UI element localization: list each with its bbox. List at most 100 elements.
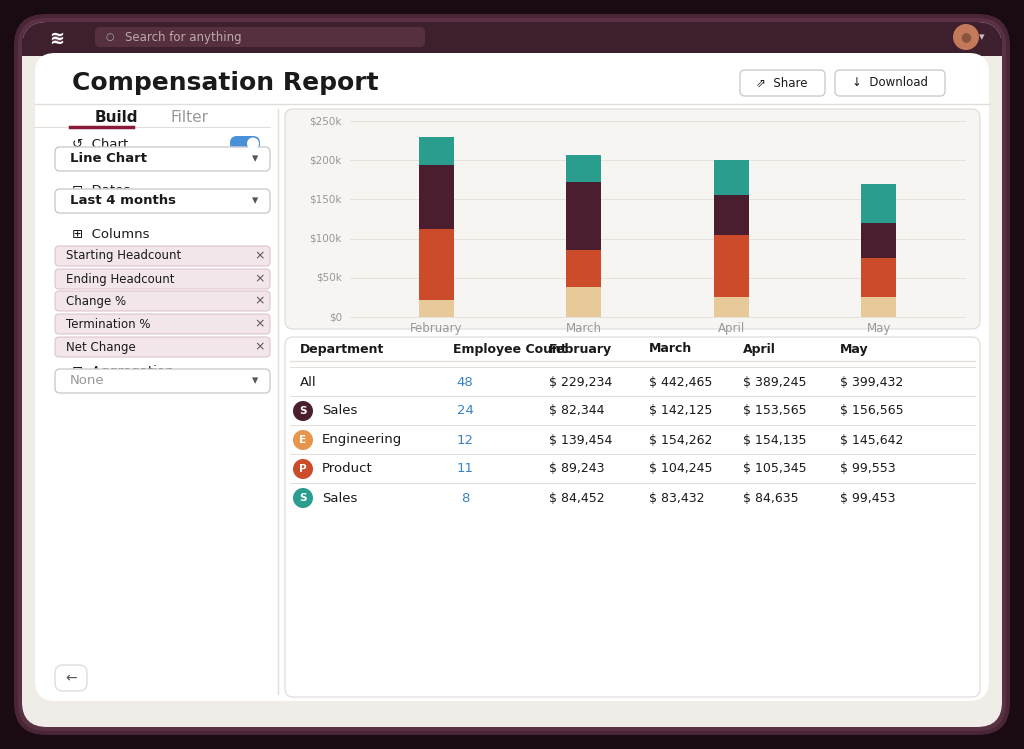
FancyBboxPatch shape [285, 109, 980, 329]
FancyBboxPatch shape [22, 22, 1002, 56]
Text: $ 84,635: $ 84,635 [743, 491, 799, 505]
Text: $ 83,432: $ 83,432 [649, 491, 705, 505]
Circle shape [293, 488, 313, 508]
Text: Engineering: Engineering [322, 434, 402, 446]
Text: $ 229,234: $ 229,234 [549, 375, 612, 389]
Text: Filter: Filter [170, 109, 208, 124]
Text: ⊟  Aggregation: ⊟ Aggregation [72, 365, 173, 377]
Text: $ 154,135: $ 154,135 [743, 434, 807, 446]
Text: $ 104,245: $ 104,245 [649, 462, 713, 476]
FancyBboxPatch shape [55, 665, 87, 691]
Circle shape [293, 430, 313, 450]
FancyBboxPatch shape [55, 246, 270, 266]
FancyBboxPatch shape [230, 136, 260, 151]
Text: $ 142,125: $ 142,125 [649, 404, 713, 417]
Text: ↺  Chart: ↺ Chart [72, 138, 128, 151]
Text: ⇗  Share: ⇗ Share [757, 76, 808, 89]
Bar [22, 39, 1002, 56]
FancyBboxPatch shape [55, 337, 270, 357]
Text: S: S [299, 406, 307, 416]
Text: ≋: ≋ [49, 30, 65, 48]
Circle shape [52, 34, 62, 44]
Text: $ 156,565: $ 156,565 [840, 404, 903, 417]
Text: ×: × [255, 249, 265, 262]
Text: ▾: ▾ [252, 153, 258, 166]
FancyBboxPatch shape [285, 337, 980, 697]
Text: $ 442,465: $ 442,465 [649, 375, 713, 389]
Bar [419, 229, 454, 300]
Text: March: March [565, 322, 602, 335]
Text: ⊟  Dates: ⊟ Dates [72, 184, 130, 198]
Text: Change %: Change % [66, 294, 126, 308]
Text: $50k: $50k [316, 273, 342, 283]
Text: ⊞  Columns: ⊞ Columns [72, 228, 150, 241]
Text: ▾: ▾ [252, 195, 258, 207]
Bar [419, 165, 454, 229]
Text: Last 4 months: Last 4 months [70, 195, 176, 207]
Text: May: May [840, 342, 868, 356]
FancyBboxPatch shape [55, 269, 270, 289]
Text: Starting Headcount: Starting Headcount [66, 249, 181, 262]
Text: May: May [866, 322, 891, 335]
Circle shape [293, 401, 313, 421]
Bar [566, 250, 601, 287]
Text: ↓  Download: ↓ Download [852, 76, 928, 89]
Bar [714, 160, 749, 195]
Text: ×: × [255, 318, 265, 330]
Text: Search for anything: Search for anything [125, 31, 242, 43]
Text: $ 145,642: $ 145,642 [840, 434, 903, 446]
Text: $200k: $200k [309, 155, 342, 166]
Text: $ 99,553: $ 99,553 [840, 462, 896, 476]
Text: $ 154,262: $ 154,262 [649, 434, 713, 446]
Text: Department: Department [300, 342, 384, 356]
Bar [419, 300, 454, 317]
Text: ×: × [255, 273, 265, 285]
Text: $ 89,243: $ 89,243 [549, 462, 604, 476]
Circle shape [293, 459, 313, 479]
Text: S: S [299, 493, 307, 503]
FancyBboxPatch shape [55, 369, 270, 393]
Bar [419, 138, 454, 165]
Text: 24: 24 [457, 404, 473, 417]
Text: ●: ● [961, 31, 972, 43]
Text: March: March [649, 342, 692, 356]
FancyBboxPatch shape [18, 18, 1006, 731]
Text: ×: × [255, 294, 265, 308]
Text: April: April [743, 342, 776, 356]
Text: Compensation Report: Compensation Report [72, 71, 379, 95]
Text: $ 399,432: $ 399,432 [840, 375, 903, 389]
Text: ×: × [255, 341, 265, 354]
Text: Ending Headcount: Ending Headcount [66, 273, 174, 285]
Text: ▾: ▾ [979, 32, 985, 42]
Text: Employee Count: Employee Count [453, 342, 566, 356]
Bar [566, 155, 601, 182]
Text: April: April [718, 322, 744, 335]
Text: ▾: ▾ [252, 374, 258, 387]
FancyBboxPatch shape [55, 189, 270, 213]
Text: February: February [410, 322, 463, 335]
Text: 12: 12 [457, 434, 473, 446]
Text: $ 82,344: $ 82,344 [549, 404, 604, 417]
Text: $ 105,345: $ 105,345 [743, 462, 807, 476]
Text: $ 84,452: $ 84,452 [549, 491, 604, 505]
Bar [861, 184, 896, 223]
Text: Termination %: Termination % [66, 318, 151, 330]
Text: 8: 8 [461, 491, 469, 505]
Circle shape [247, 138, 259, 150]
Text: $250k: $250k [309, 116, 342, 126]
Text: ○: ○ [105, 32, 115, 42]
Text: Sales: Sales [322, 404, 357, 417]
Text: $ 153,565: $ 153,565 [743, 404, 807, 417]
Text: February: February [549, 342, 612, 356]
Text: Line Chart: Line Chart [70, 153, 147, 166]
Bar [566, 287, 601, 317]
FancyBboxPatch shape [55, 147, 270, 171]
Text: Build: Build [95, 109, 138, 124]
FancyBboxPatch shape [22, 22, 1002, 727]
Text: E: E [299, 435, 306, 445]
Bar [566, 182, 601, 250]
Text: ←: ← [66, 671, 77, 685]
Bar [714, 195, 749, 234]
Circle shape [953, 24, 979, 50]
Bar [714, 297, 749, 317]
